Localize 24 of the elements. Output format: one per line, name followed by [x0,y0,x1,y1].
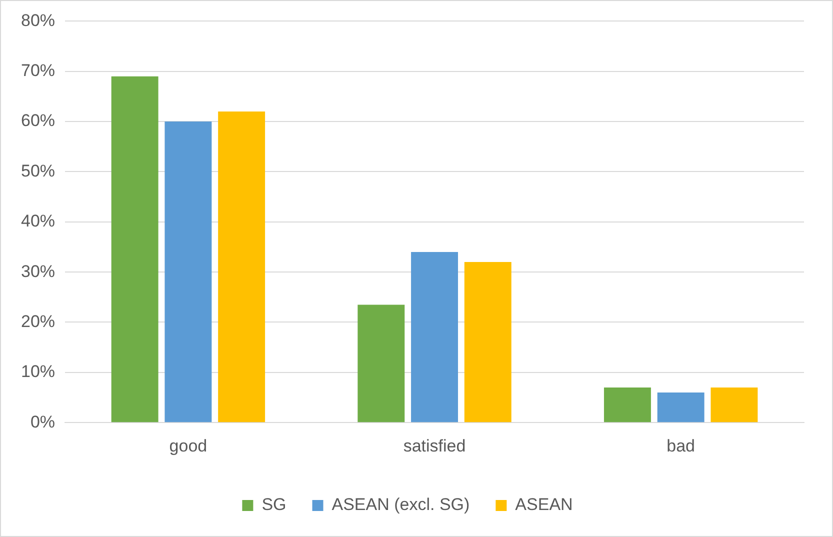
legend-label: SG [262,495,286,514]
y-tick-label: 60% [20,111,56,130]
y-tick-label: 10% [20,362,56,382]
x-tick-label: bad [666,436,696,456]
y-tick-label: 80% [20,10,56,30]
bar [111,76,158,422]
bar [657,392,704,422]
y-tick-label: 30% [20,262,56,281]
legend-label: ASEAN [515,495,573,514]
bar [411,252,458,422]
bar [358,304,405,422]
y-tick-label: 70% [20,61,56,80]
bar [710,387,758,422]
y-tick-label: 20% [20,312,56,331]
x-tick-label: satisfied [403,436,466,456]
x-tick-label: good [169,436,208,456]
bar [218,112,266,422]
bar [464,262,512,422]
legend-label: ASEAN (excl. SG) [332,495,470,514]
y-tick-label: 40% [20,212,56,231]
bar [164,122,212,422]
y-tick-label: 50% [20,161,56,180]
bar [604,387,651,422]
y-tick-label: 0% [30,412,56,432]
